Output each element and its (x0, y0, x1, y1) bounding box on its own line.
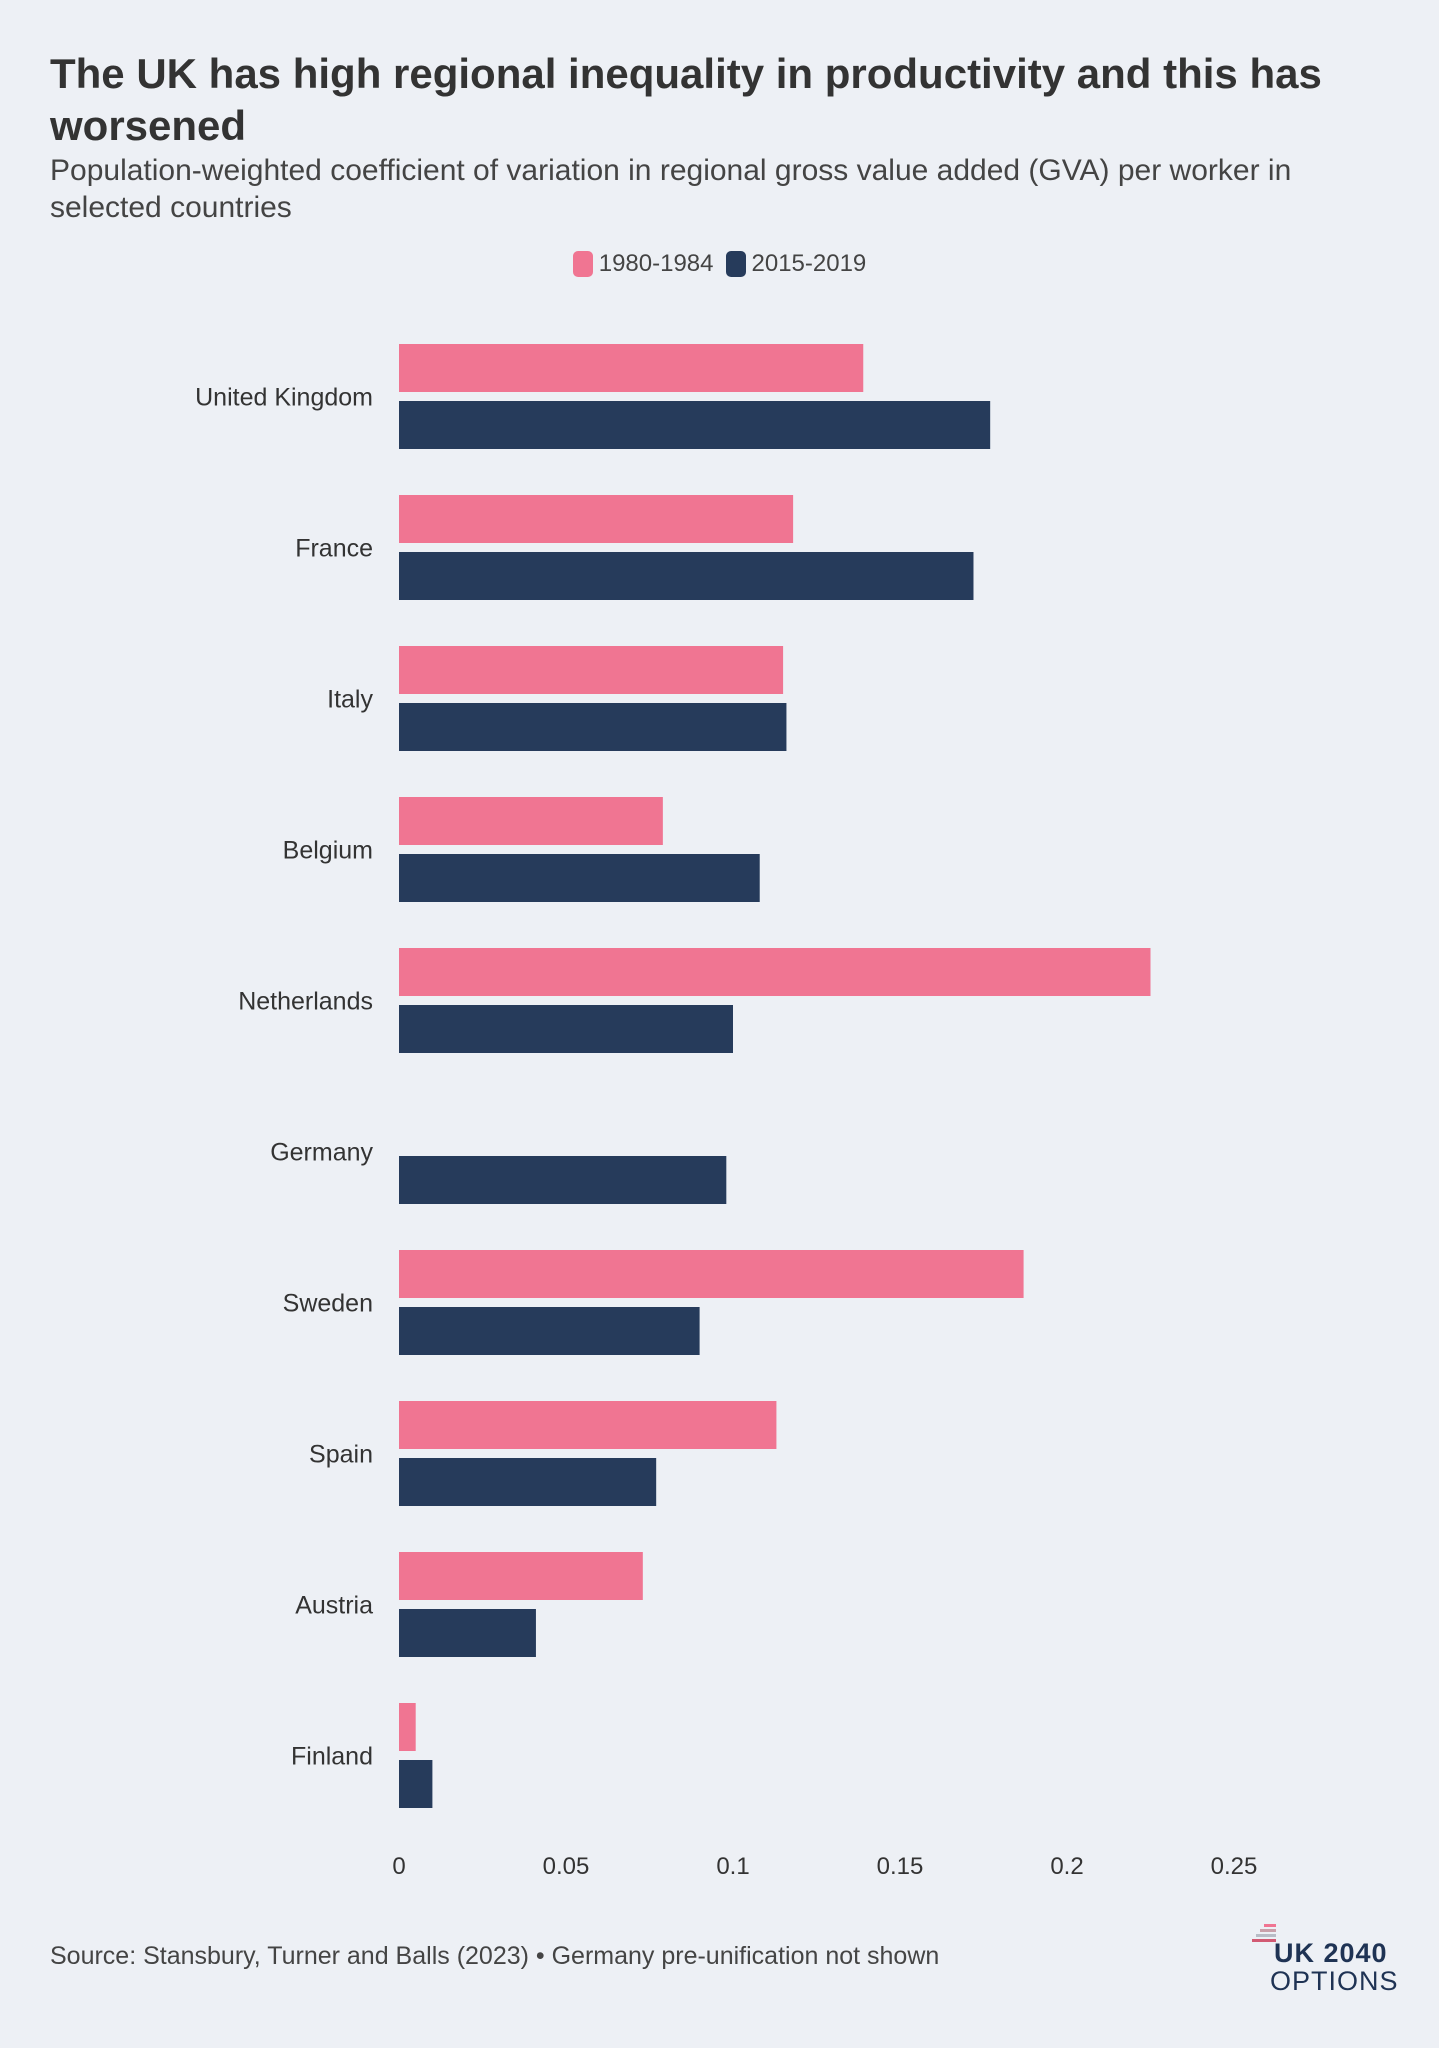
bar-2015-2019 (399, 1458, 657, 1506)
x-tick-label: 0 (392, 1853, 405, 1880)
bar-1980-1984 (399, 344, 864, 392)
x-tick-label: 0.1 (716, 1853, 749, 1880)
bar-1980-1984 (399, 1552, 643, 1600)
bar-2015-2019 (399, 1156, 727, 1204)
category-label: Germany (270, 1139, 373, 1167)
legend-item-1980-1984: 1980-1984 (572, 250, 714, 278)
bar-2015-2019 (399, 1609, 536, 1657)
bar-1980-1984 (399, 1250, 1024, 1298)
legend-item-2015-2019: 2015-2019 (725, 250, 867, 278)
bar-2015-2019 (399, 1307, 700, 1355)
category-label: Spain (309, 1441, 373, 1469)
bar-2015-2019 (399, 854, 760, 902)
category-label: Belgium (283, 837, 373, 865)
x-tick-label: 0.25 (1211, 1853, 1258, 1880)
bar-1980-1984 (399, 646, 784, 694)
category-label: Netherlands (238, 988, 373, 1016)
legend-swatch-2015-2019 (725, 251, 746, 277)
bar-2015-2019 (399, 401, 991, 449)
category-label: Finland (291, 1743, 373, 1771)
category-label: Austria (295, 1592, 373, 1620)
category-label: United Kingdom (195, 384, 373, 412)
bar-chart: United Kingdom France Italy Belgium Netherla… (195, 344, 1258, 1880)
bar-1980-1984 (399, 1703, 416, 1751)
logo-text-line2: OPTIONS (1270, 1966, 1399, 1996)
bar-2015-2019 (399, 1760, 433, 1808)
category-label: Sweden (283, 1290, 373, 1318)
logo-text-line1: UK 2040 (1274, 1938, 1388, 1968)
x-tick-label: 0.05 (543, 1853, 590, 1880)
legend-label-1980-1984: 1980-1984 (598, 250, 714, 277)
bar-1980-1984 (399, 1401, 777, 1449)
bar-2015-2019 (399, 1005, 733, 1053)
category-label: France (295, 535, 373, 563)
chart-title: The UK has high regional inequality in p… (50, 50, 1322, 149)
bar-1980-1984 (399, 948, 1151, 996)
legend-label-2015-2019: 2015-2019 (751, 250, 867, 277)
bar-1980-1984 (399, 495, 794, 543)
chart-subtitle: Population-weighted coefficient of varia… (50, 154, 1292, 224)
bar-1980-1984 (399, 797, 663, 845)
legend: 1980-1984 2015-2019 (0, 250, 1439, 278)
logo-mark-icon (1252, 1924, 1276, 1942)
x-tick-label: 0.2 (1050, 1853, 1083, 1880)
source-note: Source: Stansbury, Turner and Balls (202… (50, 1942, 940, 1970)
bar-2015-2019 (399, 703, 787, 751)
x-tick-label: 0.15 (877, 1853, 924, 1880)
bar-2015-2019 (399, 552, 974, 600)
legend-swatch-1980-1984 (572, 251, 593, 277)
category-label: Italy (327, 686, 373, 714)
